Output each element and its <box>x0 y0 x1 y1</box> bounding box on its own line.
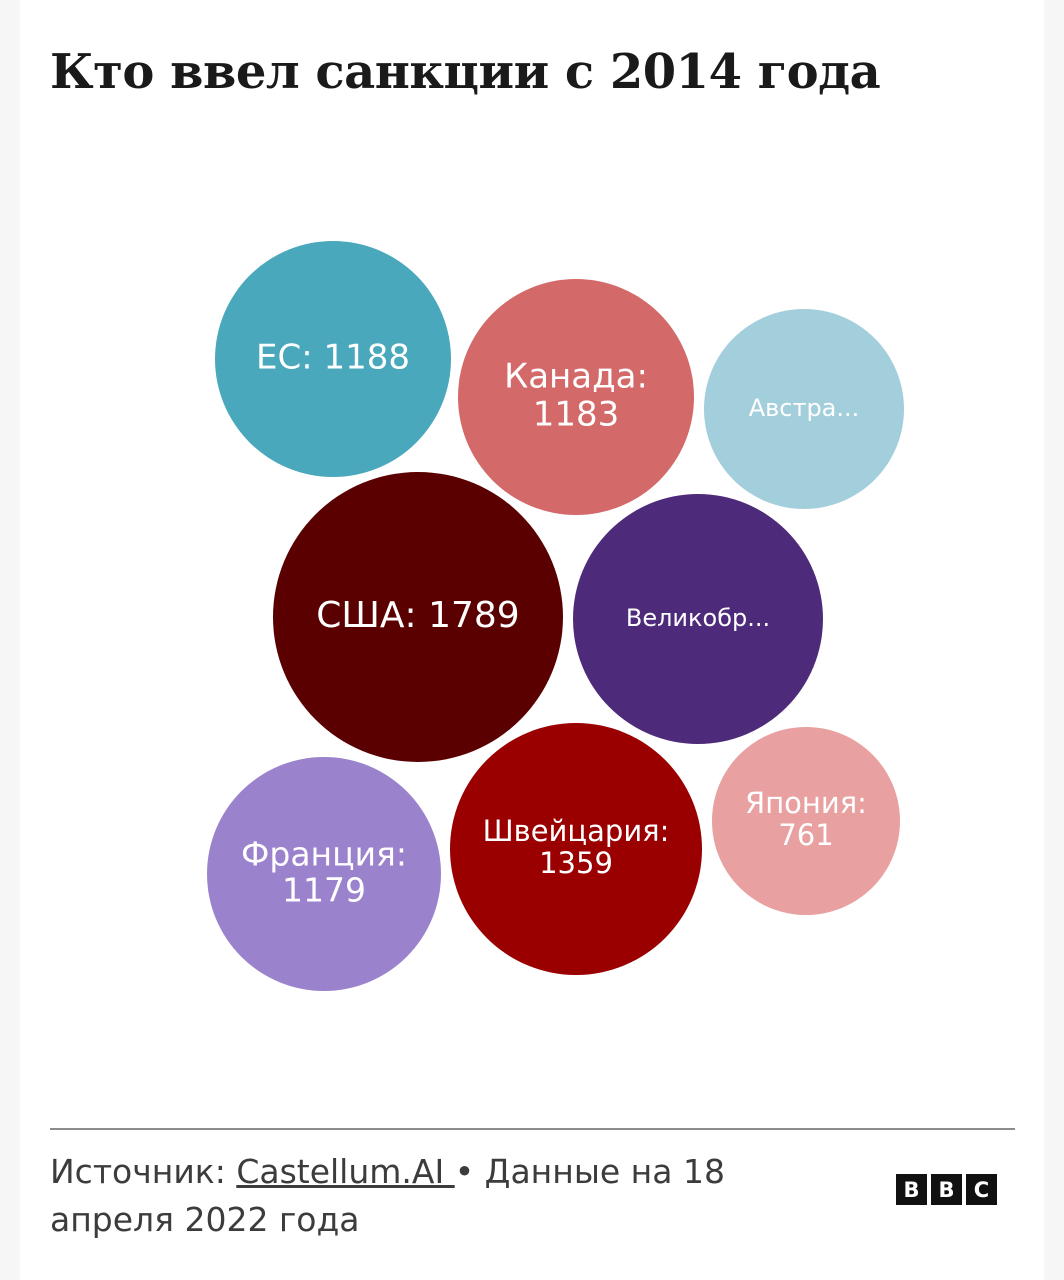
chart-title: Кто ввел санкции с 2014 года <box>50 44 881 100</box>
bubble-label-япония-line1: Япония: <box>745 786 867 820</box>
bubble-label-австра: Австра... <box>749 394 860 422</box>
bubble-circle-австра <box>704 309 904 509</box>
bubble-circle-канада <box>458 279 694 515</box>
bubble-label-ес-1188: ЕС: 1188 <box>256 338 410 378</box>
bbc-logo-letter-c: C <box>966 1174 997 1205</box>
bubble-circle-ес-1188 <box>215 241 451 477</box>
bubble-label-швейцария-line1: Швейцария: <box>483 814 670 848</box>
bubble-circle-япония <box>712 727 900 915</box>
source-link[interactable]: Castellum.AI <box>236 1152 455 1191</box>
bubble-label-франция-line2: 1179 <box>282 871 366 910</box>
divider <box>50 1128 1015 1130</box>
bubble-франция: Франция:1179 <box>207 757 441 991</box>
bubble-label-великобр: Великобр... <box>626 604 770 632</box>
source-note: Источник: Castellum.AI • Данные на 18 ап… <box>50 1148 810 1244</box>
bubble-circle-сша-1789 <box>273 472 563 762</box>
bubble-label-канада-line1: Канада: <box>504 357 648 397</box>
bbc-logo-letter-b1: B <box>896 1174 927 1205</box>
bubble-сша-1789: США: 1789 <box>273 472 563 762</box>
bubble-circle-великобр <box>573 494 823 744</box>
bubble-австра: Австра... <box>704 309 904 509</box>
bubble-швейцария: Швейцария:1359 <box>450 723 702 975</box>
bbc-logo: B B C <box>896 1174 997 1205</box>
bubble-великобр: Великобр... <box>573 494 823 744</box>
bubble-circle-швейцария <box>450 723 702 975</box>
bubble-label-канада-line2: 1183 <box>533 395 620 435</box>
source-suffix: • Данные на 18 апреля 2022 года <box>50 1152 725 1239</box>
bubble-label-швейцария-line2: 1359 <box>539 846 613 880</box>
bubble-label-франция-line1: Франция: <box>241 835 407 874</box>
bbc-logo-letter-b2: B <box>931 1174 962 1205</box>
bubble-япония: Япония:761 <box>712 727 900 915</box>
bubble-chart: ЕС: 1188 Канада:1183 Австра... США: 1789 Вел… <box>207 241 904 991</box>
bubble-label-сша-1789: США: 1789 <box>316 595 519 636</box>
bubble-ес-1188: ЕС: 1188 <box>215 241 451 477</box>
bubble-circle-франция <box>207 757 441 991</box>
bubble-label-япония-line2: 761 <box>778 818 833 852</box>
bubble-канада: Канада:1183 <box>458 279 694 515</box>
source-prefix: Источник: <box>50 1152 237 1191</box>
